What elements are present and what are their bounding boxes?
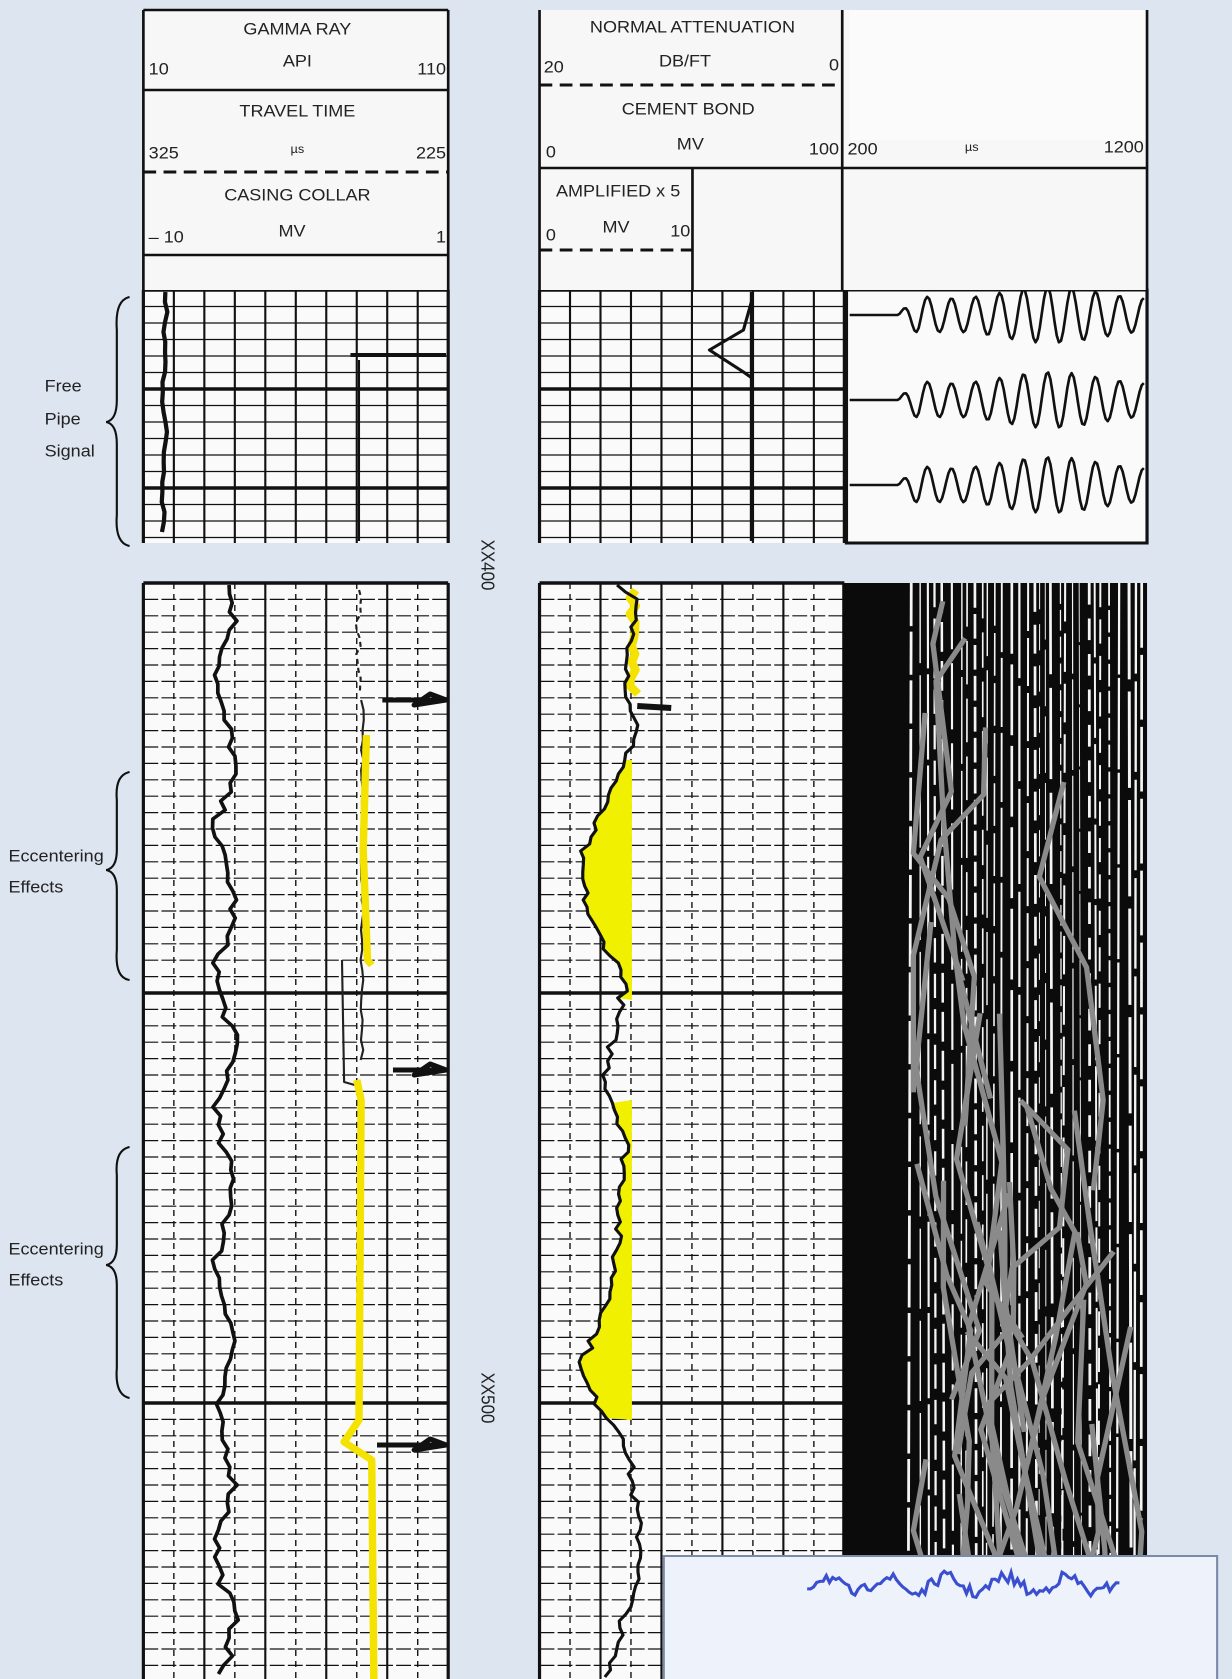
depth-label: XX500 [478, 1373, 499, 1424]
grids [143, 290, 1147, 1679]
header-unit: MV [279, 221, 306, 240]
header-blank [850, 10, 1147, 140]
scale-right: 100 [809, 139, 839, 158]
header-track-1: GAMMA RAY API 10 110 TRAVEL TIME µs 325 … [143, 10, 448, 290]
annotation: Effects [8, 877, 63, 896]
annotation: Signal [45, 441, 95, 460]
annotation: Effects [8, 1270, 63, 1289]
scale-right: 1 [436, 227, 446, 246]
header-title: GAMMA RAY [243, 19, 351, 38]
annotation: Free [45, 376, 82, 395]
header-unit: DB/FT [659, 51, 711, 70]
scale-right: 10 [670, 221, 690, 240]
scale-left: 200 [848, 139, 878, 158]
header-title: NORMAL ATTENUATION [590, 17, 795, 36]
header-unit: MV [602, 217, 629, 236]
scale-right: 225 [416, 143, 446, 162]
log-page: GAMMA RAY API 10 110 TRAVEL TIME µs 325 … [0, 0, 1232, 1679]
annotation: Pipe [45, 409, 81, 428]
header-unit: µs [965, 141, 979, 155]
header-unit: MV [677, 134, 704, 153]
depth-label: XX400 [478, 540, 499, 591]
scale-left: 10 [149, 59, 169, 78]
header-track-2-3: NORMAL ATTENUATION DB/FT 20 0 CEMENT BON… [540, 10, 1148, 290]
scale-right: 1200 [1104, 137, 1144, 156]
scale-left: 325 [149, 143, 179, 162]
waveform-bg [846, 290, 1147, 543]
header-unit: µs [291, 143, 305, 157]
annotation: Eccentering [8, 1239, 103, 1258]
scale-left: 20 [544, 57, 564, 76]
scale-left: 0 [546, 142, 556, 161]
header-unit: API [283, 51, 312, 70]
annotation: Eccentering [8, 846, 103, 865]
header-title: CASING COLLAR [224, 185, 370, 204]
scale-right: 0 [829, 55, 839, 74]
scale-right: 110 [417, 59, 446, 78]
header-title: TRAVEL TIME [239, 101, 355, 120]
vdl-stripe [934, 583, 935, 1679]
vdl-stripe [1134, 583, 1136, 1679]
header-title: AMPLIFIED x 5 [556, 181, 680, 200]
header-title: CEMENT BOND [622, 99, 755, 118]
scale-left: – 10 [149, 227, 184, 246]
amplitude-spike [637, 706, 671, 708]
scale-left: 0 [546, 225, 556, 244]
inset-box [664, 1556, 1217, 1679]
